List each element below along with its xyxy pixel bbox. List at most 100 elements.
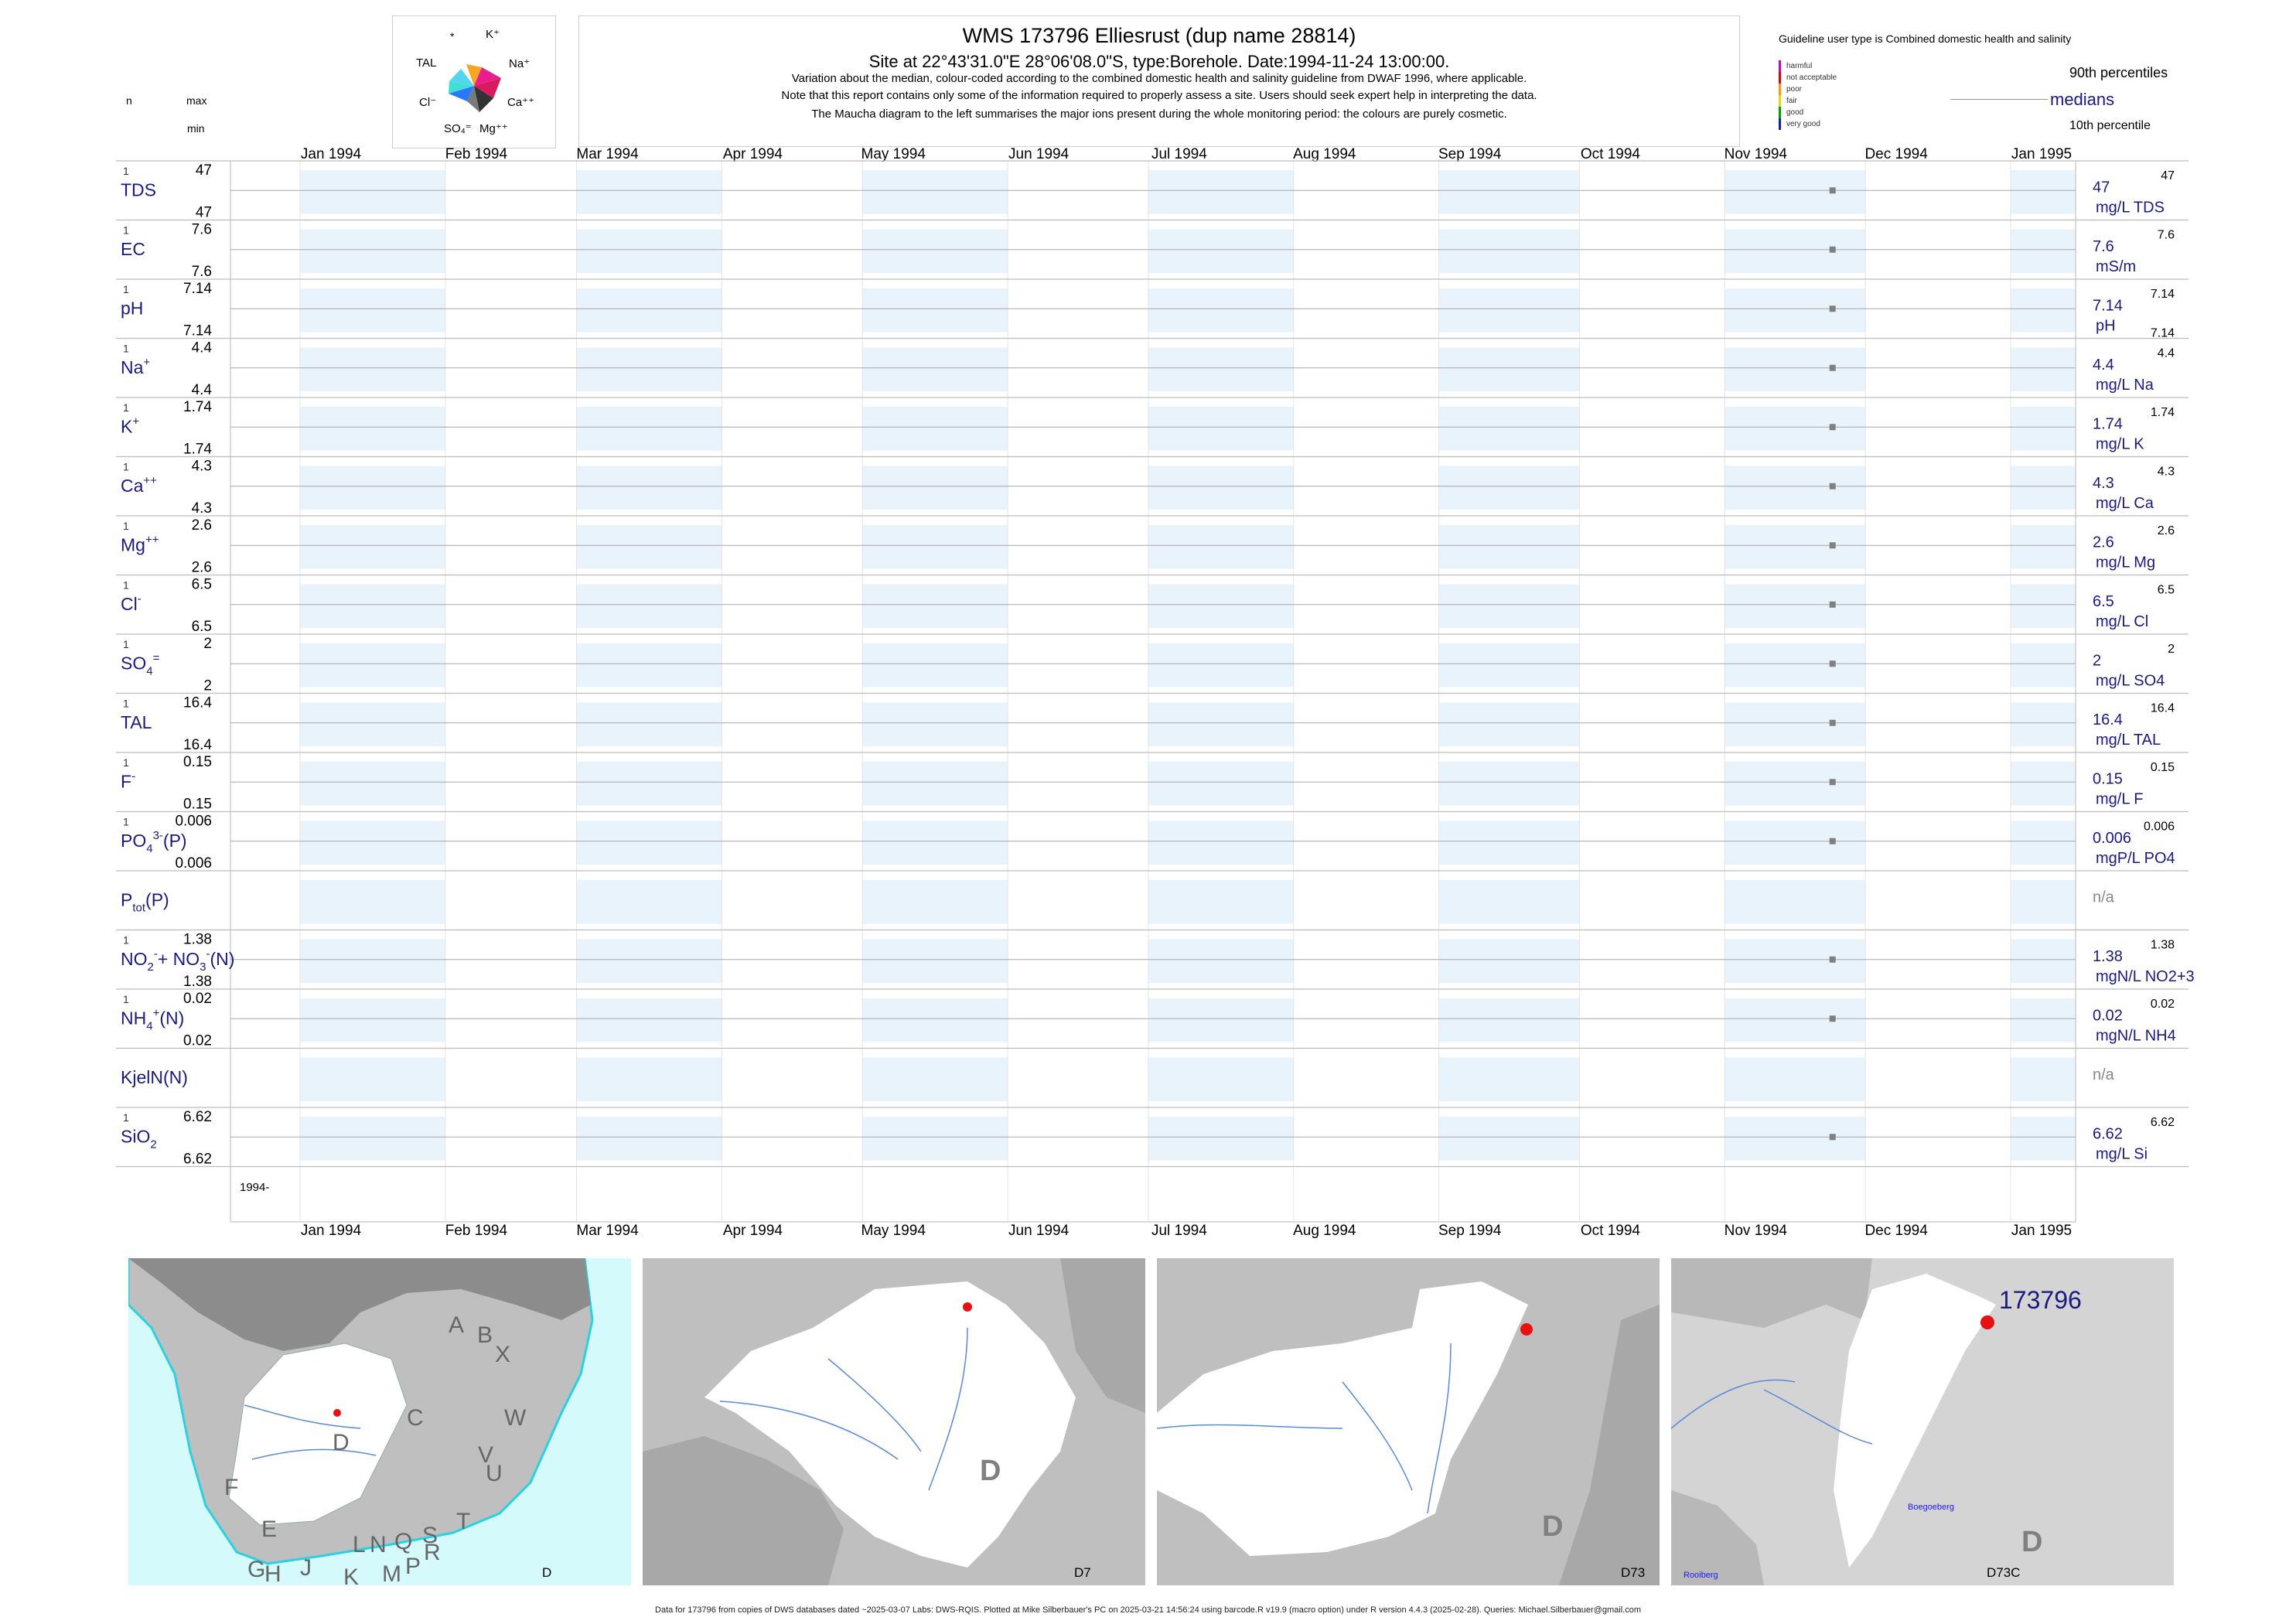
row-n: 1 [123,698,129,710]
month-band [862,288,1008,333]
x-tick-label-bottom: Jun 1994 [1008,1223,1070,1239]
time-series-chart: Jan 1994 Jan 1994 Feb 1994 Feb 1994 Mar 1994… [116,146,2195,1239]
data-point-10 [1829,779,1836,786]
row-n: 1 [123,165,129,177]
data-point-5 [1829,483,1836,490]
month-band [1148,584,1294,628]
month-band [2011,1057,2076,1101]
row-median: 1.74 [2093,415,2123,432]
row-n: 1 [123,461,129,473]
note-line-3: The Maucha diagram to the left summarise… [811,107,1507,121]
month-band [1438,584,1580,628]
month-band [1725,880,1866,924]
row-label-9: TAL [121,712,152,732]
x-tick-label-bottom: Feb 1994 [445,1223,508,1239]
row-median: 7.6 [2093,238,2114,255]
row-label-10: F- [121,769,135,791]
month-band [1438,880,1580,924]
month-band [300,584,445,628]
region-letter-f: F [224,1475,239,1500]
row-p90: 1.38 [2151,939,2175,952]
row-n: 1 [123,993,129,1005]
month-band [862,702,1008,746]
region-letter-u: U [486,1461,503,1486]
row-max: 47 [196,162,212,179]
month-band [576,347,722,391]
row-median: n/a [2093,1066,2115,1083]
month-band [1725,407,1866,451]
month-band [1148,880,1294,924]
month-band [576,762,722,806]
row-p90: 6.5 [2158,584,2175,597]
x-tick-label-top: Jan 1994 [301,146,362,162]
row-n: 1 [123,520,129,532]
legend-swatch [1779,60,1781,72]
row-label-14: NH4+(N) [121,1006,184,1032]
label-main: Cl [121,594,138,614]
row-median: n/a [2093,889,2115,906]
row-max: 4.3 [192,459,212,475]
month-band [1725,229,1866,273]
label-main: Mg [121,534,145,554]
data-point-4 [1829,424,1836,431]
month-band [862,584,1008,628]
row-median: 7.14 [2093,297,2123,314]
month-band [1148,229,1294,273]
month-band [1725,466,1866,510]
legend-item-fair: fair [1779,95,1887,107]
data-point-16 [1829,1134,1836,1141]
region-letter-w: W [504,1405,527,1431]
month-band [1148,170,1294,214]
label-main: SO [121,653,146,673]
label-tail: (P) [145,889,169,909]
maucha-label-cl: Cl⁻ [419,96,437,109]
month-band [2011,584,2076,628]
row-unit: mg/L TAL [2096,732,2161,749]
n-header: n [126,94,132,107]
month-band [576,880,722,924]
month-band [2011,170,2076,214]
row-label-12: Ptot(P) [121,889,169,914]
region-letter-c: C [407,1405,424,1431]
region-letter-t: T [456,1509,471,1534]
month-band [1725,939,1866,983]
legend-p10: 10th percentile [2069,119,2151,132]
legend-swatch [1779,95,1781,107]
month-band [576,466,722,510]
row-p90: 1.74 [2151,406,2175,419]
row-unit: mg/L TDS [2096,199,2165,216]
label-sup: + [153,1006,160,1019]
month-band [862,821,1008,865]
data-point-7 [1829,601,1836,608]
month-band [862,762,1008,806]
x-tick-label-top: May 1994 [861,146,926,162]
x-tick-label-bottom: Jan 1995 [2011,1223,2072,1239]
maucha-label-tal: TAL [416,56,437,70]
label-main: PO [121,831,146,851]
row-median: 16.4 [2093,711,2123,728]
label-sup: - [138,592,142,606]
map-town-rooiberg: Rooiberg [1684,1571,1718,1580]
row-label-8: SO4= [121,651,160,677]
map-town-boegoeberg: Boegoeberg [1908,1503,1954,1512]
month-band [1148,407,1294,451]
region-letter-s: S [422,1523,438,1548]
legend: Guideline user type is Combined domestic… [1779,31,2274,147]
x-tick-label-top: Jan 1995 [2011,146,2072,162]
data-point-2 [1829,305,1836,312]
row-unit: mg/L K [2096,435,2144,452]
month-band [1438,1057,1580,1101]
month-band [1725,762,1866,806]
region-letter-d: D [333,1430,350,1455]
label-sup: - [154,947,158,960]
row-p90: 47 [2161,169,2175,183]
row-min: 0.02 [183,1033,212,1049]
map-big-label-2: D [980,1455,1001,1487]
row-max: 1.38 [183,932,212,948]
data-point-1 [1829,246,1836,253]
row-n: 1 [123,1111,129,1124]
x-tick-label-bottom: May 1994 [861,1223,926,1239]
maucha-diagram: * K⁺ TAL Na⁺ Cl⁻ Ca⁺⁺ SO₄⁼ Mg⁺⁺ [392,15,556,148]
month-band [300,821,445,865]
row-median: 0.006 [2093,830,2131,847]
